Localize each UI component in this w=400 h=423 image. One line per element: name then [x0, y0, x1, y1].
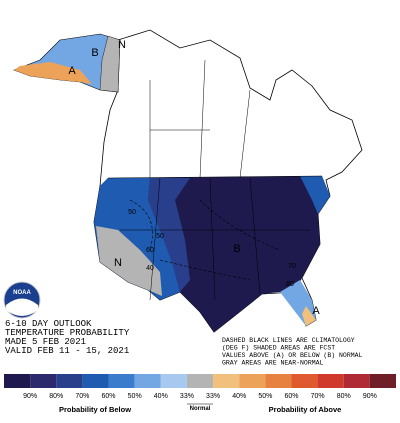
legend-swatch [160, 374, 187, 388]
legend-swatch [265, 374, 292, 388]
legend-label: 33% [180, 393, 194, 400]
climatology-lines [129, 199, 281, 281]
legend-swatch [213, 374, 240, 388]
map-label: 60 [146, 247, 154, 254]
legend-label: 40% [232, 393, 246, 400]
legend-swatch [134, 374, 161, 388]
map-label: 40 [146, 265, 154, 272]
legend-label: 60% [284, 393, 298, 400]
legend-swatch [30, 374, 57, 388]
legend-swatch [239, 374, 266, 388]
legend-below: Probability of Below [59, 405, 131, 414]
legend-label: 50% [128, 393, 142, 400]
legend-label: 90% [363, 393, 377, 400]
west-mid-region [148, 178, 190, 292]
legend-label: 80% [337, 393, 351, 400]
legend-above: Probability of Above [269, 405, 342, 414]
noaa-logo-wave [6, 298, 38, 316]
header-line: MADE 5 FEB 2021 [5, 337, 86, 347]
borders [107, 59, 323, 301]
legend-swatch [56, 374, 83, 388]
header-line: TEMPERATURE PROBABILITY [5, 328, 130, 338]
near-normal-region [96, 226, 162, 296]
map-label: N [118, 39, 126, 51]
map-label: B [91, 47, 98, 59]
legend-label: 40% [154, 393, 168, 400]
note-line: GRAY AREAS ARE NEAR-NORMAL [222, 360, 324, 367]
legend-label: 60% [102, 393, 116, 400]
legend-swatch [343, 374, 370, 388]
legend-label: 80% [49, 393, 63, 400]
legend-label: 50% [258, 393, 272, 400]
header-line: VALID FEB 11 - 15, 2021 [5, 346, 129, 356]
legend-label: 70% [75, 393, 89, 400]
note-line: DASHED BLACK LINES ARE CLIMATOLOGY [222, 337, 355, 344]
map-label: 50 [156, 233, 164, 240]
legend-swatch [82, 374, 109, 388]
note-line: VALUES ABOVE (A) OR BELOW (B) NORMAL [222, 352, 363, 359]
alaska-normal-region [99, 35, 121, 93]
legend-label: 70% [311, 393, 325, 400]
logo-text: NOAA [13, 290, 31, 296]
legend-swatch [186, 374, 214, 388]
map-label: 70 [288, 263, 296, 270]
legend-swatch [369, 374, 396, 388]
map-label: 80 [286, 281, 294, 288]
florida-above-region [302, 306, 316, 326]
legend-normal: Normal [190, 406, 211, 412]
northeast-region [300, 176, 330, 214]
map-label: 50 [128, 209, 136, 216]
alaska-above-region [14, 62, 92, 84]
legend-swatch [317, 374, 344, 388]
map-label: A [68, 65, 76, 77]
map-label: A [312, 305, 320, 317]
header-line: 6-10 DAY OUTLOOK [5, 319, 92, 329]
legend-swatch [4, 374, 31, 388]
note-line: (DEG F) SHADED AREAS ARE FCST [222, 345, 335, 352]
legend-label: 33% [206, 393, 220, 400]
map-label: N [114, 257, 122, 269]
map-label: B [233, 243, 240, 255]
legend-swatch [108, 374, 135, 388]
legend-swatch [291, 374, 318, 388]
legend-label: 90% [23, 393, 37, 400]
